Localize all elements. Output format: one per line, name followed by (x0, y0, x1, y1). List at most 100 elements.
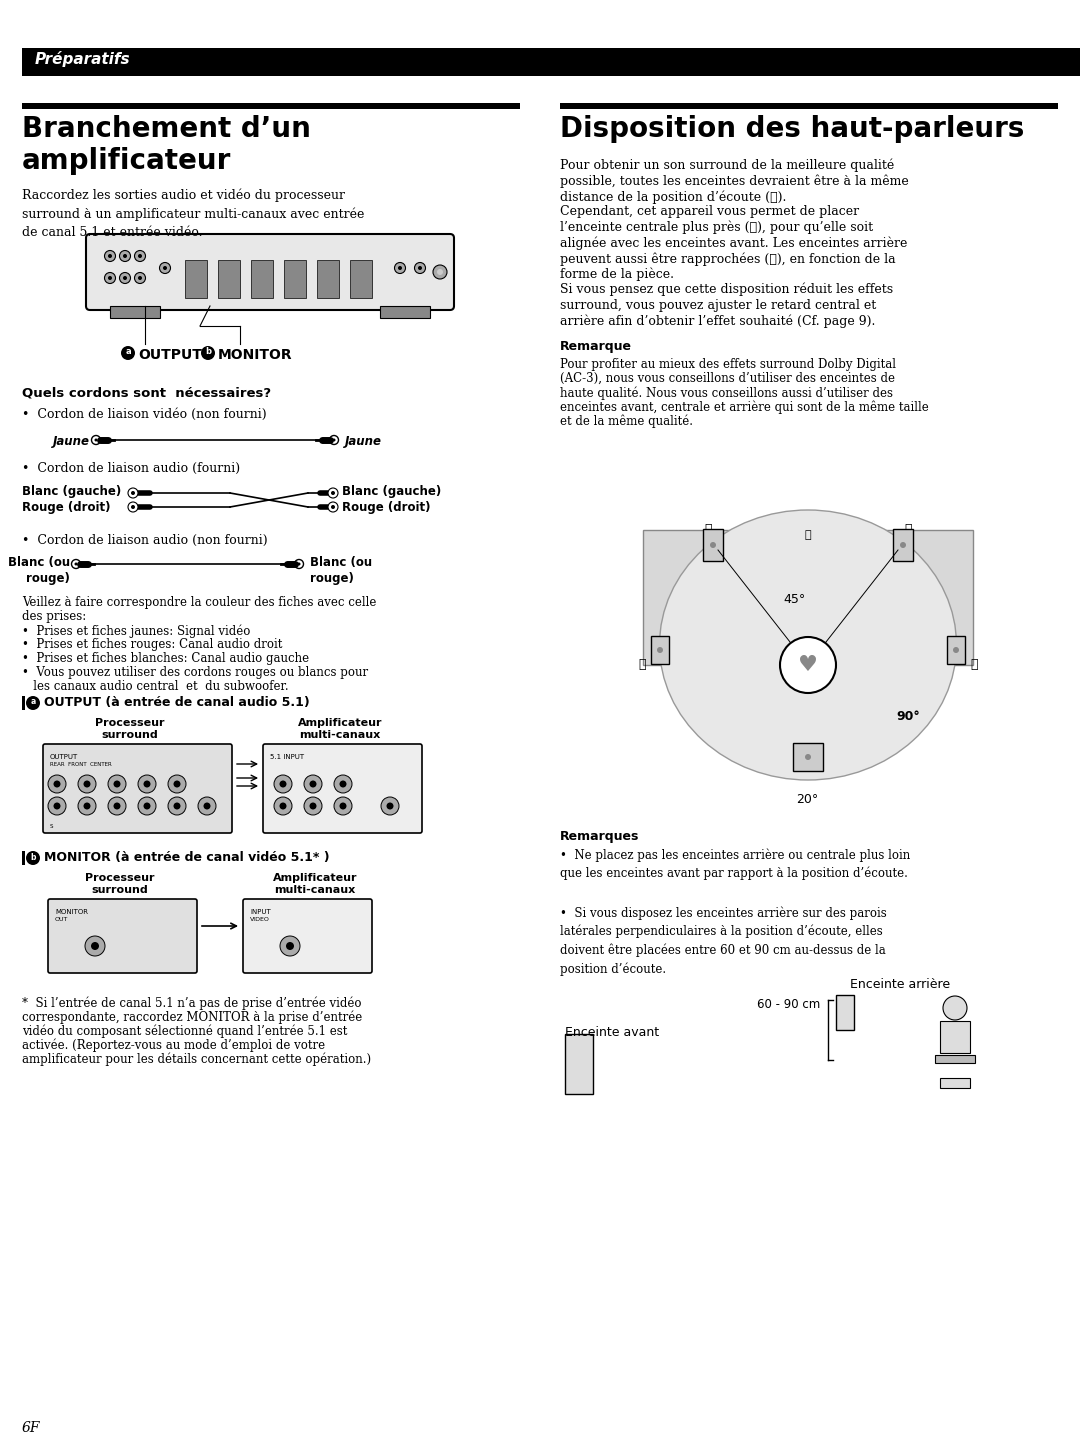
Circle shape (123, 276, 127, 281)
Text: Branchement d’un: Branchement d’un (22, 115, 311, 142)
Bar (836, 994, 854, 1030)
Bar (893, 530, 913, 561)
Circle shape (138, 276, 141, 281)
Text: •  Si vous disposez les enceintes arrière sur des parois
latérales perpendiculai: • Si vous disposez les enceintes arrière… (561, 907, 887, 976)
Text: (AC-3), nous vous conseillons d’utiliser des enceintes de: (AC-3), nous vous conseillons d’utiliser… (561, 373, 895, 386)
Bar (643, 530, 973, 665)
Text: •  Ne placez pas les enceintes arrière ou centrale plus loin
que les enceintes a: • Ne placez pas les enceintes arrière ou… (561, 848, 910, 881)
Text: OUTPUT: OUTPUT (50, 754, 78, 760)
Text: •  Cordon de liaison vidéo (non fourni): • Cordon de liaison vidéo (non fourni) (22, 409, 267, 422)
Text: Ⓒ: Ⓒ (638, 658, 646, 671)
Text: Jaune: Jaune (345, 435, 382, 448)
Text: S: S (50, 825, 54, 829)
Text: •  Vous pouvez utiliser des cordons rouges ou blancs pour: • Vous pouvez utiliser des cordons rouge… (22, 666, 368, 679)
FancyBboxPatch shape (264, 744, 422, 833)
Circle shape (120, 272, 131, 283)
FancyBboxPatch shape (86, 235, 454, 309)
Circle shape (168, 797, 186, 814)
Circle shape (26, 850, 40, 865)
Circle shape (437, 269, 443, 275)
Text: Rouge (droit): Rouge (droit) (22, 501, 110, 514)
Text: enceintes avant, centrale et arrière qui sont de la même taille: enceintes avant, centrale et arrière qui… (561, 400, 929, 413)
Text: •  Prises et fiches jaunes: Signal vidéo: • Prises et fiches jaunes: Signal vidéo (22, 625, 251, 637)
Circle shape (105, 272, 116, 283)
Circle shape (75, 563, 78, 566)
Text: Ⓒ: Ⓒ (970, 658, 977, 671)
Text: activée. (Reportez-vous au mode d’emploi de votre: activée. (Reportez-vous au mode d’emploi… (22, 1038, 325, 1052)
Circle shape (78, 776, 96, 793)
Bar (380, 307, 430, 318)
Bar (22, 47, 1080, 76)
Circle shape (135, 250, 146, 262)
Bar (318, 260, 339, 298)
Text: Préparatifs: Préparatifs (35, 50, 131, 68)
Text: ♥: ♥ (798, 655, 818, 675)
Text: Blanc (gauche): Blanc (gauche) (22, 485, 121, 498)
Circle shape (83, 780, 91, 787)
Circle shape (85, 935, 105, 955)
Bar (218, 260, 240, 298)
Circle shape (310, 803, 316, 810)
Text: OUTPUT: OUTPUT (138, 348, 202, 363)
Bar (185, 260, 207, 298)
Text: *  Si l’entrée de canal 5.1 n’a pas de prise d’entrée vidéo: * Si l’entrée de canal 5.1 n’a pas de pr… (22, 996, 362, 1010)
Text: •  Prises et fiches rouges: Canal audio droit: • Prises et fiches rouges: Canal audio d… (22, 637, 282, 650)
Circle shape (943, 996, 967, 1020)
Text: haute qualité. Nous vous conseillons aussi d’utiliser des: haute qualité. Nous vous conseillons aus… (561, 386, 893, 400)
Text: Ⓑ: Ⓑ (805, 530, 811, 540)
Text: Enceinte arrière: Enceinte arrière (850, 979, 950, 991)
Text: Amplificateur
multi-canaux: Amplificateur multi-canaux (273, 873, 357, 895)
Bar (565, 1035, 593, 1094)
Circle shape (129, 502, 138, 512)
Text: Cependant, cet appareil vous permet de placer: Cependant, cet appareil vous permet de p… (561, 206, 859, 219)
Text: peuvent aussi être rapprochées (Ⓒ), en fonction de la: peuvent aussi être rapprochées (Ⓒ), en f… (561, 252, 895, 266)
Circle shape (120, 250, 131, 262)
Text: •  Prises et fiches blanches: Canal audio gauche: • Prises et fiches blanches: Canal audio… (22, 652, 309, 665)
Circle shape (387, 803, 393, 810)
Bar (935, 1055, 975, 1063)
Circle shape (78, 797, 96, 814)
Circle shape (394, 262, 405, 273)
Bar (22, 696, 25, 709)
Circle shape (399, 266, 402, 271)
Text: 5.1 INPUT: 5.1 INPUT (270, 754, 305, 760)
Text: possible, toutes les enceintes devraient être à la même: possible, toutes les enceintes devraient… (561, 174, 908, 189)
Text: Amplificateur
multi-canaux: Amplificateur multi-canaux (298, 718, 382, 741)
Circle shape (138, 776, 156, 793)
Circle shape (26, 696, 40, 709)
Text: Pour profiter au mieux des effets surround Dolby Digital: Pour profiter au mieux des effets surrou… (561, 358, 896, 371)
Circle shape (131, 505, 135, 509)
Circle shape (280, 803, 286, 810)
Text: VIDEO: VIDEO (249, 917, 270, 922)
Circle shape (203, 803, 211, 810)
Circle shape (900, 543, 906, 548)
Circle shape (108, 776, 126, 793)
Circle shape (131, 491, 135, 495)
Text: Blanc (ou
rouge): Blanc (ou rouge) (8, 555, 70, 586)
Bar (110, 307, 160, 318)
Circle shape (121, 345, 135, 360)
Text: Blanc (ou
rouge): Blanc (ou rouge) (310, 555, 373, 586)
Circle shape (334, 776, 352, 793)
Circle shape (113, 803, 121, 810)
Circle shape (415, 262, 426, 273)
Circle shape (953, 648, 959, 653)
Circle shape (295, 560, 303, 568)
Circle shape (330, 491, 335, 495)
Circle shape (339, 803, 347, 810)
Bar (947, 636, 966, 663)
Bar (793, 743, 823, 771)
Circle shape (280, 935, 300, 955)
Circle shape (174, 803, 180, 810)
Text: arrière afin d’obtenir l’effet souhaité (Cf. page 9).: arrière afin d’obtenir l’effet souhaité … (561, 314, 876, 328)
Circle shape (333, 439, 336, 442)
Bar (651, 636, 669, 663)
Circle shape (168, 776, 186, 793)
Circle shape (108, 255, 112, 258)
Circle shape (329, 436, 338, 445)
Circle shape (286, 943, 294, 950)
Text: MONITOR (à entrée de canal vidéo 5.1* ): MONITOR (à entrée de canal vidéo 5.1* ) (44, 850, 329, 863)
Text: Ⓐ: Ⓐ (904, 522, 912, 535)
Text: •  Cordon de liaison audio (non fourni): • Cordon de liaison audio (non fourni) (22, 534, 268, 547)
FancyBboxPatch shape (48, 899, 197, 973)
